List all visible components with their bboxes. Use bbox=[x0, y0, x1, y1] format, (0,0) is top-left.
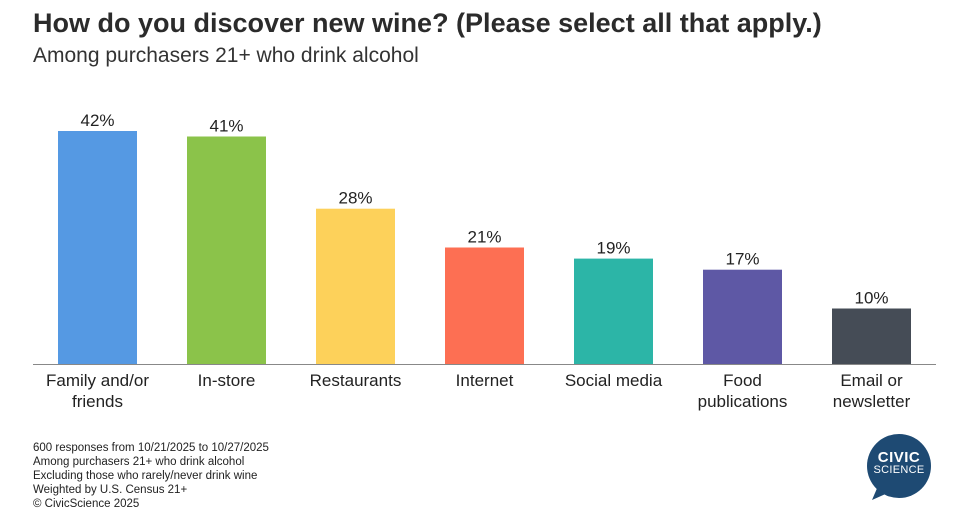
footnote-copyright: © CivicScience 2025 bbox=[33, 498, 140, 510]
chart-subtitle: Among purchasers 21+ who drink alcohol bbox=[33, 44, 419, 67]
footnote-population: Among purchasers 21+ who drink alcohol bbox=[33, 456, 245, 468]
category-label: publications bbox=[698, 392, 788, 411]
footnote-weighting: Weighted by U.S. Census 21+ bbox=[33, 484, 188, 496]
footnote-exclusion: Excluding those who rarely/never drink w… bbox=[33, 470, 258, 482]
data-label: 42% bbox=[80, 111, 114, 130]
data-label: 10% bbox=[854, 289, 888, 308]
category-label: Social media bbox=[565, 371, 663, 390]
data-label: 28% bbox=[338, 189, 372, 208]
bar-1 bbox=[187, 136, 266, 364]
category-label: newsletter bbox=[833, 392, 911, 411]
bar-4 bbox=[574, 258, 653, 364]
category-label: In-store bbox=[198, 371, 256, 390]
data-label: 41% bbox=[209, 117, 243, 136]
bar-2 bbox=[316, 208, 395, 364]
bar-5 bbox=[703, 269, 782, 364]
data-label: 17% bbox=[725, 250, 759, 269]
footnotes: 600 responses from 10/21/2025 to 10/27/2… bbox=[33, 441, 269, 511]
logo-line1: CIVIC bbox=[877, 449, 921, 466]
bar-0 bbox=[58, 131, 137, 364]
civicscience-logo: CIVIC SCIENCE bbox=[866, 434, 934, 502]
category-label: Family and/or bbox=[46, 371, 149, 390]
category-label: Email or bbox=[840, 371, 903, 390]
data-label: 21% bbox=[467, 228, 501, 247]
category-label: Internet bbox=[456, 371, 514, 390]
bar-3 bbox=[445, 247, 524, 364]
category-label: friends bbox=[72, 392, 123, 411]
data-label: 19% bbox=[596, 239, 630, 258]
category-label: Food bbox=[723, 371, 762, 390]
bar-6 bbox=[832, 308, 911, 364]
chart-title: How do you discover new wine? (Please se… bbox=[33, 8, 822, 38]
category-label: Restaurants bbox=[310, 371, 402, 390]
footnote-responses: 600 responses from 10/21/2025 to 10/27/2… bbox=[33, 442, 269, 454]
logo-line2: SCIENCE bbox=[873, 464, 925, 476]
speech-bubble-icon bbox=[867, 434, 931, 500]
